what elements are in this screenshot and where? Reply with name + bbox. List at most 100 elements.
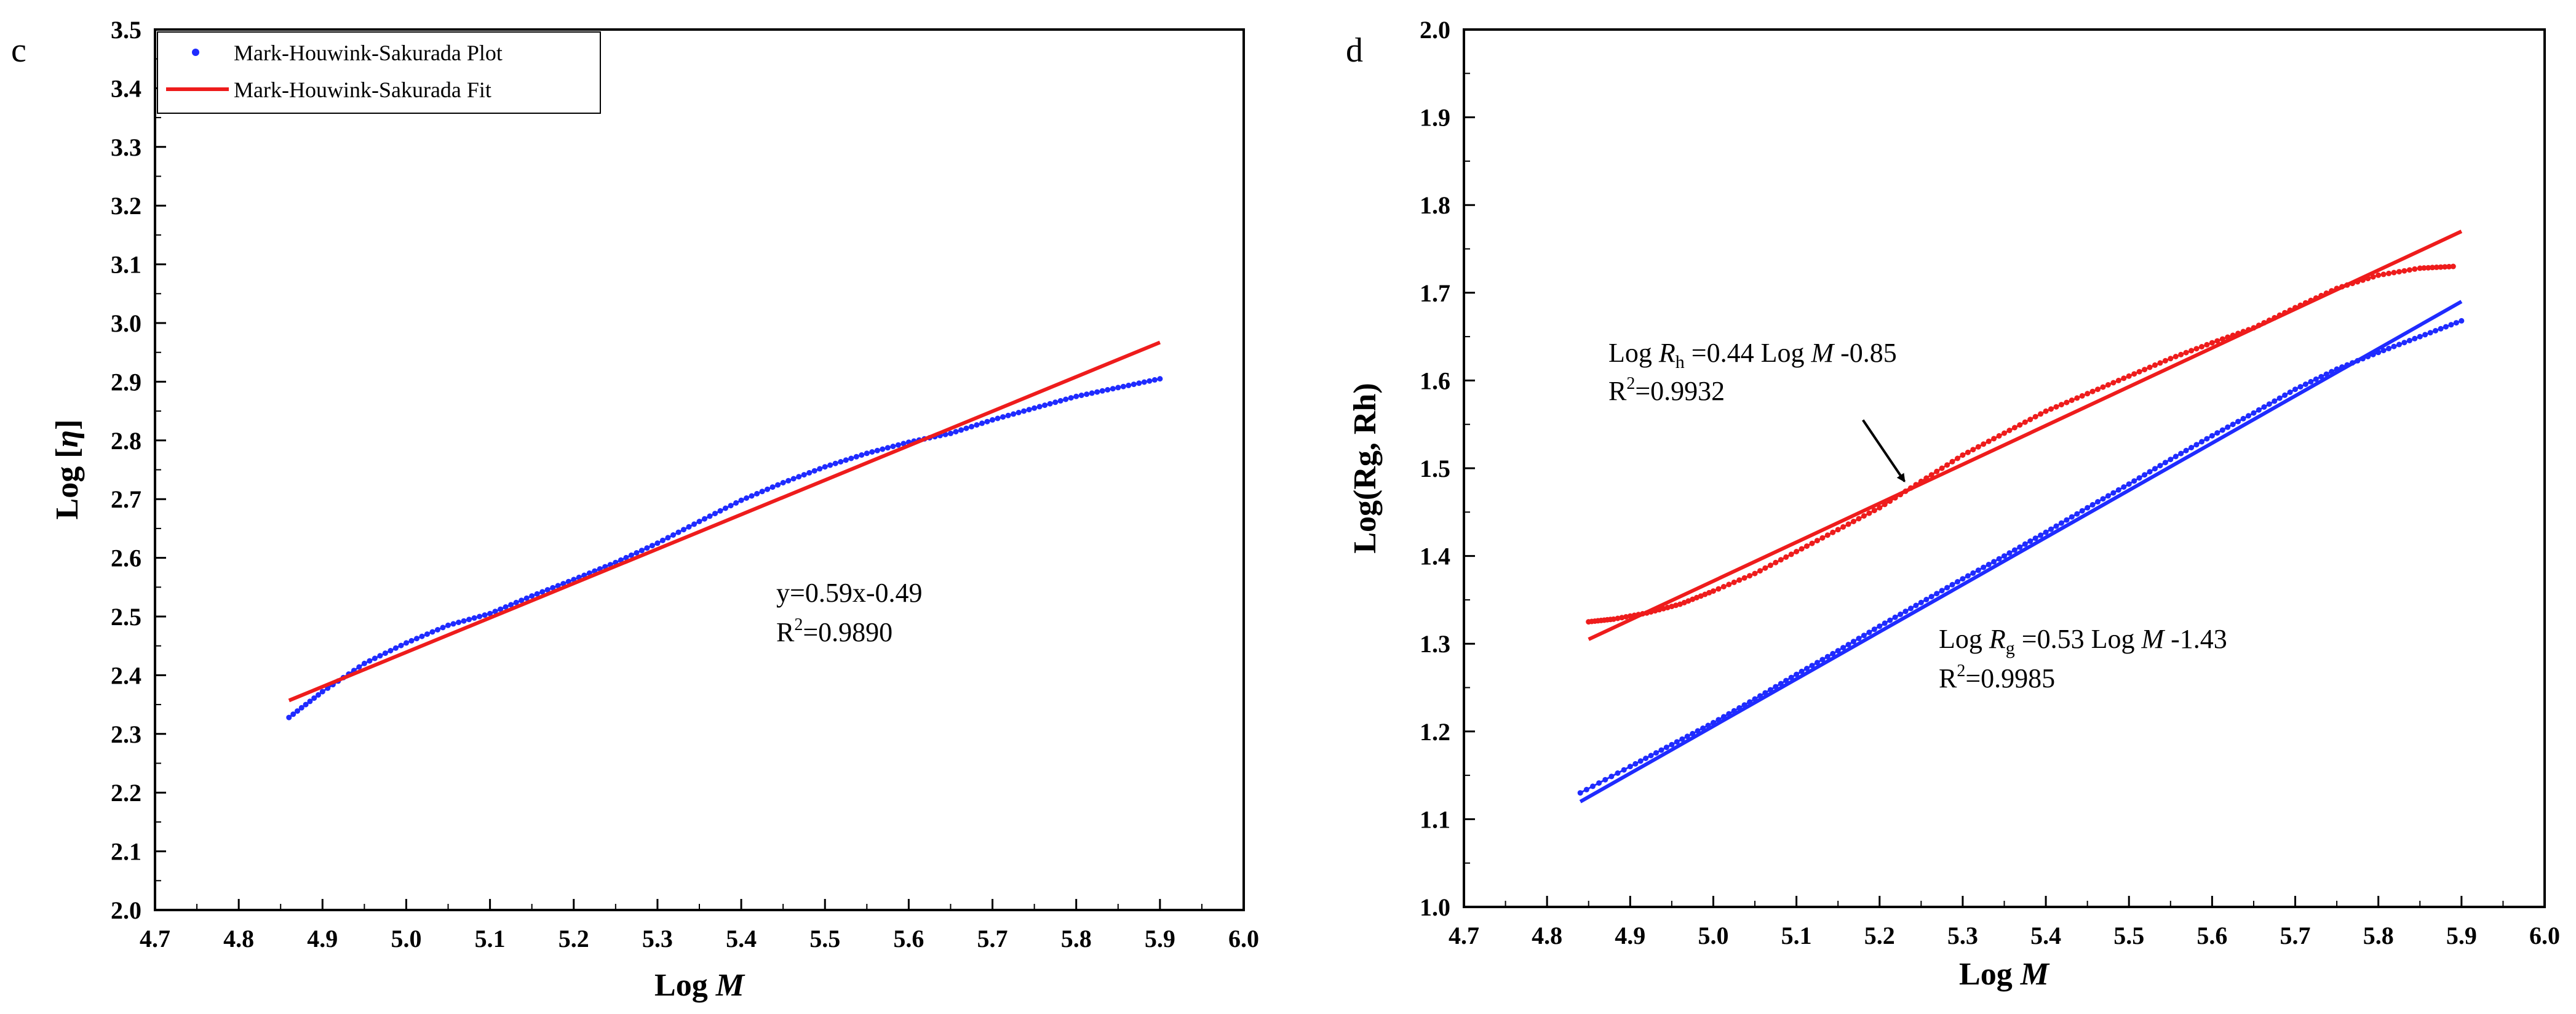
c-data-point xyxy=(286,714,292,721)
c-data-point xyxy=(513,599,519,605)
c-data-point xyxy=(440,625,446,631)
c-data-point xyxy=(1120,383,1126,389)
c-ytick-label: 2.5 xyxy=(111,603,141,631)
d-data-point xyxy=(1981,564,1987,570)
c-data-point xyxy=(874,447,880,453)
d-ytick-label: 1.9 xyxy=(1420,104,1450,132)
d-data-point xyxy=(1711,588,1716,594)
c-data-point xyxy=(492,609,498,615)
d-data-point xyxy=(2450,263,2456,269)
c-ytick-label: 2.7 xyxy=(111,485,141,513)
d-data-point xyxy=(2011,425,2017,431)
d-data-point xyxy=(2209,433,2215,439)
c-data-point xyxy=(1016,410,1022,415)
d-data-point xyxy=(2162,460,2168,466)
d-data-point xyxy=(2282,392,2288,398)
d-data-point xyxy=(2142,472,2148,478)
c-data-point xyxy=(519,597,525,604)
c-data-point xyxy=(623,554,629,561)
d-data-point xyxy=(2446,263,2452,269)
c-xtick-label: 5.7 xyxy=(977,925,1008,952)
d-data-point xyxy=(2225,424,2231,430)
d-data-point xyxy=(2308,378,2314,385)
c-data-point xyxy=(843,457,849,463)
c-ytick-label: 3.3 xyxy=(111,134,141,161)
panel-c-equation: y=0.59x-0.49 R2=0.9890 xyxy=(776,578,922,647)
d-data-point xyxy=(2100,384,2106,390)
d-data-point xyxy=(2002,430,2007,436)
d-data-point xyxy=(2193,346,2200,352)
d-data-point xyxy=(1794,671,1800,677)
c-data-point xyxy=(424,631,430,637)
c-data-point xyxy=(471,615,477,621)
d-data-point xyxy=(2422,332,2428,338)
c-data-point xyxy=(1042,402,1048,409)
c-data-point xyxy=(1073,393,1079,399)
d-data-point xyxy=(2193,442,2200,448)
d-data-point xyxy=(2064,517,2070,523)
c-data-point xyxy=(466,617,472,623)
c-data-point xyxy=(775,482,781,488)
d-data-point xyxy=(2313,376,2319,382)
c-data-point xyxy=(1126,382,1132,388)
d-data-point xyxy=(1747,573,1753,579)
c-data-point xyxy=(1063,396,1069,402)
d-data-point xyxy=(2152,362,2158,368)
d-data-point xyxy=(2396,341,2402,348)
rh-equation-line: Log Rh =0.44 Log M -0.85 xyxy=(1608,338,1897,372)
d-data-point xyxy=(2302,381,2308,387)
c-data-point xyxy=(1105,387,1111,393)
d-data-point xyxy=(1877,623,1883,629)
d-data-point xyxy=(1814,660,1820,666)
c-data-point xyxy=(523,595,530,601)
d-data-point xyxy=(2297,384,2304,390)
c-data-point xyxy=(659,537,666,543)
c-data-point xyxy=(822,464,828,470)
d-data-point xyxy=(1856,516,1862,522)
c-data-point xyxy=(356,664,362,670)
d-data-point xyxy=(2204,436,2210,442)
d-data-point xyxy=(2396,269,2402,275)
c-xtick-label: 4.9 xyxy=(307,925,338,952)
panel-d-x-axis-title: Log M xyxy=(1959,957,2050,992)
d-data-point xyxy=(1706,589,1712,596)
d-data-point xyxy=(2261,404,2267,410)
d-data-point xyxy=(2427,330,2433,336)
c-data-point xyxy=(1032,405,1038,411)
panel-c-r2: R2=0.9890 xyxy=(776,615,892,647)
d-data-point xyxy=(2370,274,2376,280)
d-data-point xyxy=(1788,551,1794,557)
d-data-point xyxy=(2032,413,2038,420)
c-data-point xyxy=(885,445,891,451)
d-data-point xyxy=(1741,575,1747,581)
d-data-point xyxy=(1752,570,1758,577)
c-data-point xyxy=(1000,414,1006,420)
d-data-point xyxy=(1677,601,1683,607)
d-data-point xyxy=(1955,579,1960,585)
d-data-point xyxy=(1669,741,1675,748)
c-data-point xyxy=(290,711,296,717)
c-data-point xyxy=(419,633,425,639)
c-data-point xyxy=(311,695,317,701)
c-data-point xyxy=(628,552,634,558)
c-data-point xyxy=(1099,388,1105,394)
c-data-point xyxy=(303,701,309,708)
d-data-point xyxy=(1892,614,1898,620)
d-data-point xyxy=(2126,373,2132,379)
d-xtick-label: 4.9 xyxy=(1615,922,1645,949)
panel-c-plot-frame xyxy=(154,28,1245,911)
d-data-point xyxy=(1627,764,1633,770)
panel-c-ytick-labels: 2.0 2.1 2.2 2.3 2.4 2.5 2.6 2.7 2.8 2.9 3.0 3.1 3.2 3… xyxy=(111,16,141,924)
c-data-point xyxy=(503,604,509,610)
c-xtick-label: 5.5 xyxy=(809,925,840,952)
c-data-point xyxy=(1084,391,1090,397)
d-data-point xyxy=(2147,469,2153,475)
d-data-point xyxy=(1804,666,1810,671)
d-data-point xyxy=(1799,546,1805,552)
c-data-point xyxy=(1078,393,1084,398)
c-data-point xyxy=(900,441,907,447)
panel-d-xtick-labels: 4.7 4.8 4.9 5.0 5.1 5.2 5.3 5.4 5.5 5.6 5.7 5.8 5.9 6… xyxy=(1449,922,2560,949)
c-ytick-label: 3.1 xyxy=(111,251,141,279)
d-data-point xyxy=(2178,450,2184,457)
c-ytick-label: 2.3 xyxy=(111,721,141,748)
